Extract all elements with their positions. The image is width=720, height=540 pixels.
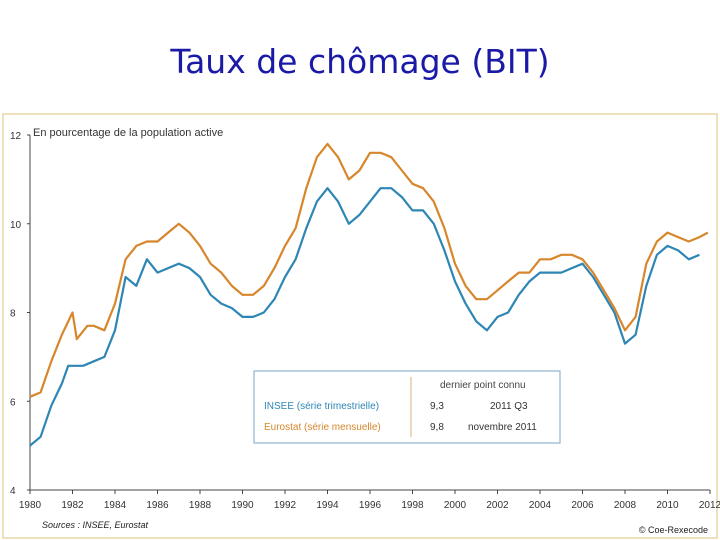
x-tick-label: 1986 <box>146 500 169 511</box>
y-tick-label: 6 <box>10 397 16 408</box>
legend-header: dernier point connu <box>440 380 526 391</box>
x-tick-label: 2010 <box>656 500 679 511</box>
chart-frame <box>2 113 718 539</box>
legend-box <box>253 370 561 444</box>
x-tick-label: 2012 <box>699 500 720 511</box>
legend-value-insee: 9,3 <box>430 401 444 412</box>
x-ticks: 1980 1982 1984 1986 1988 1990 1992 1994 1996 1998… <box>19 490 720 511</box>
slide-title: Taux de chômage (BIT) <box>170 42 550 81</box>
legend-label-insee: INSEE (série trimestrielle) <box>264 401 379 412</box>
x-tick-label: 2002 <box>486 500 509 511</box>
series-layer <box>29 142 709 447</box>
y-tick-label: 12 <box>10 131 22 142</box>
x-tick-label: 1980 <box>19 500 42 511</box>
x-tick-label: 1994 <box>316 500 339 511</box>
chart-subtitle: En pourcentage de la population active <box>33 127 223 139</box>
credit-note: © Coe-Rexecode <box>639 525 708 535</box>
x-tick-label: 2006 <box>571 500 594 511</box>
y-tick-label: 8 <box>10 309 16 320</box>
source-note: Sources : INSEE, Eurostat <box>42 520 149 530</box>
x-tick-label: 1992 <box>274 500 297 511</box>
legend: dernier point connu INSEE (série trimest… <box>253 370 561 444</box>
x-tick-label: 1982 <box>61 500 84 511</box>
x-tick-label: 1990 <box>231 500 254 511</box>
y-ticks: 4 6 8 10 12 <box>10 131 30 497</box>
series-line-insee <box>29 187 700 447</box>
x-tick-label: 2000 <box>444 500 467 511</box>
x-tick-label: 1998 <box>401 500 424 511</box>
legend-date-insee: 2011 Q3 <box>490 401 528 412</box>
legend-label-eurostat: Eurostat (série mensuelle) <box>264 422 381 433</box>
x-tick-label: 2004 <box>529 500 552 511</box>
x-tick-label: 1984 <box>104 500 127 511</box>
y-tick-label: 10 <box>10 220 22 231</box>
x-tick-label: 1996 <box>359 500 382 511</box>
legend-date-eurostat: novembre 2011 <box>468 422 537 433</box>
x-tick-label: 2008 <box>614 500 637 511</box>
series-line-eurostat <box>29 142 709 398</box>
x-tick-label: 1988 <box>189 500 212 511</box>
y-tick-label: 4 <box>10 486 16 497</box>
legend-value-eurostat: 9,8 <box>430 422 444 433</box>
